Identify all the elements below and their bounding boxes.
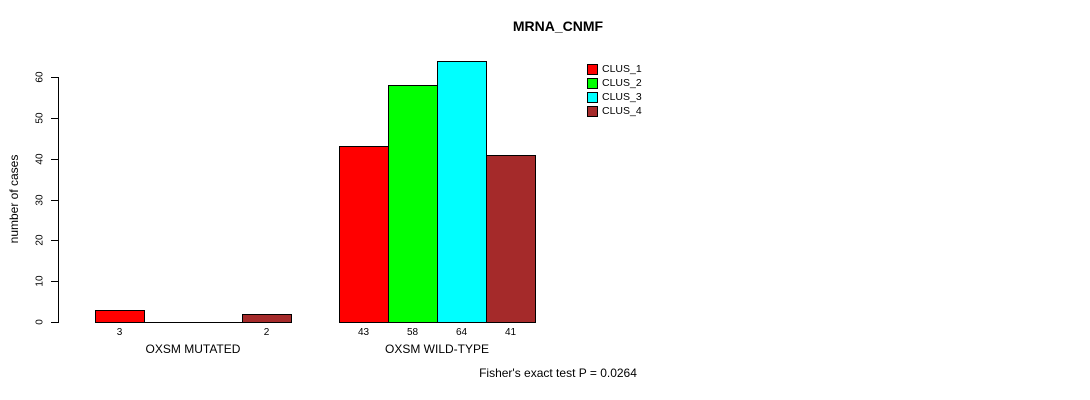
bar-value-label: 41 xyxy=(504,327,517,338)
legend-row: CLUS_2 xyxy=(587,76,642,90)
y-tick-label: 20 xyxy=(34,234,46,246)
bar-clus_4 xyxy=(486,155,536,323)
bar-clus_3 xyxy=(437,61,487,323)
legend-row: CLUS_3 xyxy=(587,90,642,104)
bar-value-label: 58 xyxy=(406,327,419,338)
bar-value-label: 43 xyxy=(357,327,370,338)
legend: CLUS_1 CLUS_2 CLUS_3 CLUS_4 xyxy=(587,62,642,118)
y-axis-line xyxy=(58,77,59,323)
bar-value-label: 3 xyxy=(116,327,123,338)
y-tick-label: 10 xyxy=(34,275,46,287)
y-tick xyxy=(51,200,58,201)
chart-title: MRNA_CNMF xyxy=(512,18,604,34)
bar-clus_4 xyxy=(242,314,292,323)
y-tick-label: 0 xyxy=(34,319,46,325)
bar-value-label: 2 xyxy=(263,327,270,338)
legend-swatch-clus_1 xyxy=(587,63,598,75)
bar-clus_1 xyxy=(95,310,145,323)
y-axis-label: number of cases xyxy=(7,154,21,244)
legend-swatch-clus_3 xyxy=(587,91,598,103)
y-tick xyxy=(51,281,58,282)
pvalue-annotation: Fisher's exact test P = 0.0264 xyxy=(479,366,637,380)
legend-label: CLUS_3 xyxy=(602,91,642,103)
legend-label: CLUS_1 xyxy=(602,63,642,75)
y-tick xyxy=(51,118,58,119)
bar-clus_1 xyxy=(339,146,389,323)
group-baseline xyxy=(95,322,291,323)
x-category-label: OXSM WILD-TYPE xyxy=(384,342,489,356)
y-tick xyxy=(51,240,58,241)
legend-label: CLUS_4 xyxy=(602,105,642,117)
y-tick-label: 60 xyxy=(34,71,46,83)
bar-value-label: 64 xyxy=(455,327,468,338)
y-tick xyxy=(51,77,58,78)
y-tick xyxy=(51,322,58,323)
y-tick-label: 40 xyxy=(34,153,46,165)
y-tick-label: 30 xyxy=(34,194,46,206)
legend-row: CLUS_1 xyxy=(587,62,642,76)
x-category-label: OXSM MUTATED xyxy=(145,342,241,356)
legend-row: CLUS_4 xyxy=(587,104,642,118)
y-tick xyxy=(51,159,58,160)
y-tick-label: 50 xyxy=(34,112,46,124)
legend-swatch-clus_4 xyxy=(587,105,598,117)
bar-clus_2 xyxy=(388,85,438,323)
legend-label: CLUS_2 xyxy=(602,77,642,89)
legend-swatch-clus_2 xyxy=(587,77,598,89)
